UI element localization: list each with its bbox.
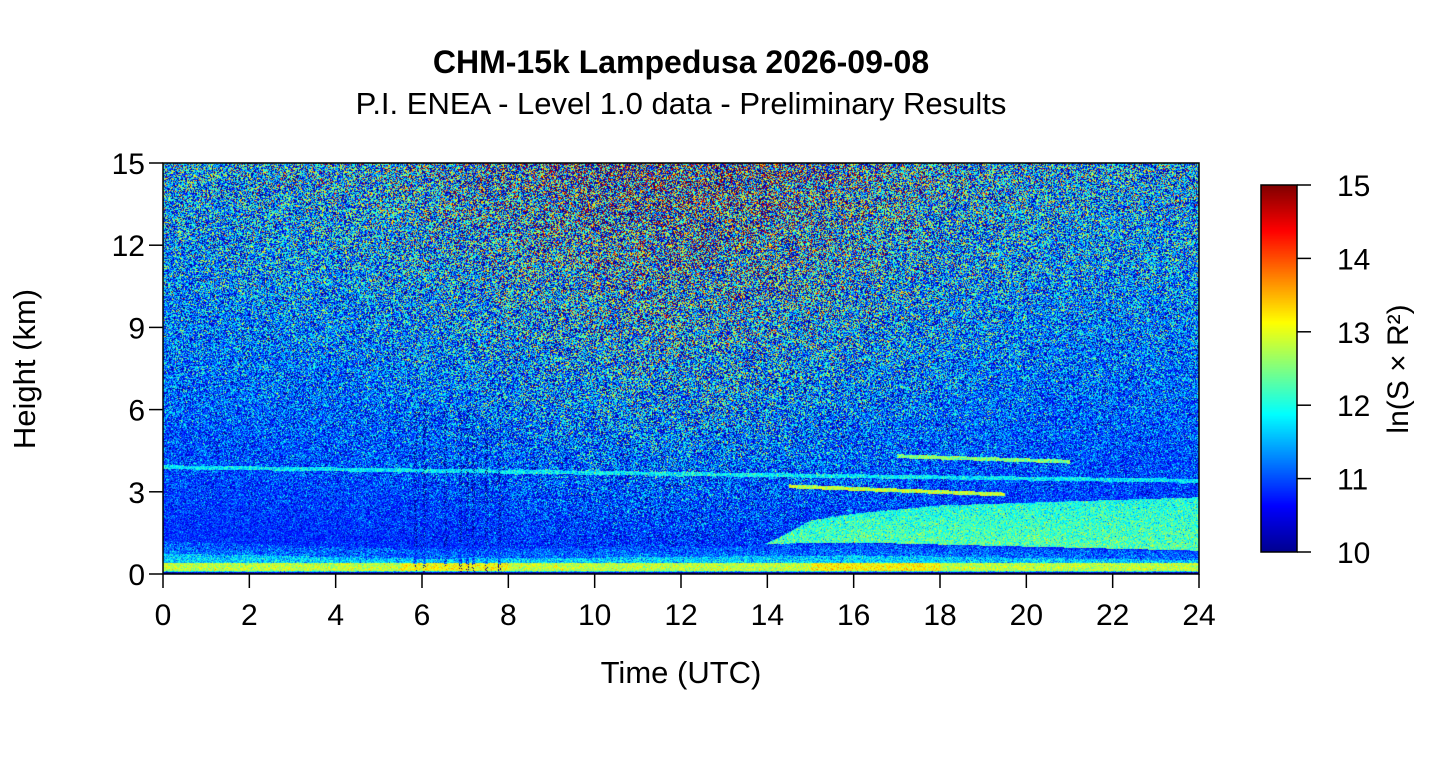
colorbar-tick-label: 14 <box>1337 243 1370 276</box>
x-tick-label: 0 <box>155 599 172 632</box>
y-tick-label: 9 <box>128 312 145 345</box>
x-tick-label: 4 <box>327 599 344 632</box>
colorbar-tick-label: 11 <box>1337 464 1368 497</box>
x-tick-label: 12 <box>664 599 697 632</box>
y-tick-label: 0 <box>128 559 145 592</box>
colorbar-tick-label: 13 <box>1337 317 1370 350</box>
y-axis-label: Height (km) <box>7 288 42 450</box>
chart-subtitle: P.I. ENEA - Level 1.0 data - Preliminary… <box>355 86 1007 121</box>
colorbar-tick-label: 15 <box>1337 170 1370 203</box>
y-tick-label: 12 <box>112 230 145 263</box>
y-tick-label: 15 <box>112 148 145 181</box>
x-tick-label: 14 <box>751 599 784 632</box>
x-tick-label: 2 <box>241 599 258 632</box>
x-tick-label: 8 <box>500 599 517 632</box>
x-tick-label: 20 <box>1010 599 1043 632</box>
x-tick-label: 10 <box>578 599 611 632</box>
y-tick-label: 6 <box>128 395 145 428</box>
colorbar-frame <box>1260 184 1298 553</box>
x-tick-label: 24 <box>1182 599 1215 632</box>
colorbar-tick-label: 10 <box>1337 537 1370 570</box>
x-tick-label: 18 <box>923 599 956 632</box>
plot-frame <box>162 162 1200 575</box>
x-tick-label: 16 <box>837 599 870 632</box>
x-tick-label: 6 <box>414 599 431 632</box>
colorbar-tick-label: 12 <box>1337 390 1370 423</box>
heatmap-plot <box>163 163 1199 574</box>
colorbar-gradient <box>1261 185 1297 552</box>
y-tick-label: 3 <box>128 477 145 510</box>
x-axis-label: Time (UTC) <box>600 655 762 690</box>
x-tick-label: 22 <box>1096 599 1129 632</box>
colorbar-label: ln(S × R²) <box>1382 304 1415 434</box>
chart-title: CHM-15k Lampedusa 2026-09-08 <box>432 44 930 80</box>
